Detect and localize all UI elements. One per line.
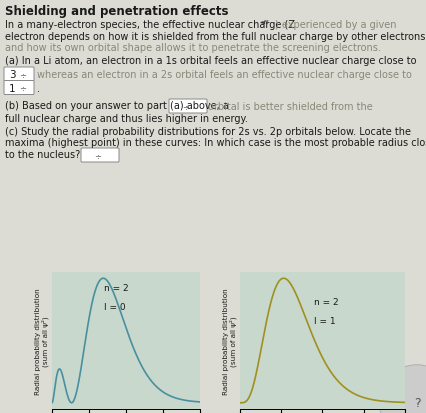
Text: n = 2: n = 2 xyxy=(314,297,338,306)
Text: ÷: ÷ xyxy=(19,71,26,80)
Text: ) experienced by a given: ) experienced by a given xyxy=(274,20,396,30)
Text: whereas an electron in a 2s orbital feels an effective nuclear charge close to: whereas an electron in a 2s orbital feel… xyxy=(37,70,411,80)
Y-axis label: Radial probability distribution
(sum of all ψ²): Radial probability distribution (sum of … xyxy=(222,287,237,394)
FancyBboxPatch shape xyxy=(81,149,119,163)
Text: .: . xyxy=(37,83,40,93)
Text: to the nucleus?: to the nucleus? xyxy=(5,150,80,159)
FancyBboxPatch shape xyxy=(4,68,34,82)
Text: n = 2: n = 2 xyxy=(104,283,128,292)
Text: ?: ? xyxy=(413,396,419,409)
Text: 3: 3 xyxy=(9,70,16,80)
Text: (b) Based on your answer to part (a) above, a: (b) Based on your answer to part (a) abo… xyxy=(5,101,228,111)
Y-axis label: Radial probability distribution
(sum of all ψ²): Radial probability distribution (sum of … xyxy=(35,287,49,394)
Text: ÷: ÷ xyxy=(181,103,189,112)
FancyBboxPatch shape xyxy=(4,81,34,95)
Text: l = 0: l = 0 xyxy=(104,302,125,311)
Text: 1: 1 xyxy=(9,83,16,93)
Text: (c) Study the radial probability distributions for 2s vs. 2p orbitals below. Loc: (c) Study the radial probability distrib… xyxy=(5,127,410,137)
Text: electron depends on how it is shielded from the full nuclear charge by other ele: electron depends on how it is shielded f… xyxy=(5,31,426,41)
FancyBboxPatch shape xyxy=(169,100,207,114)
Text: In a many-electron species, the effective nuclear charge (Z: In a many-electron species, the effectiv… xyxy=(5,20,294,30)
Text: maxima (highest point) in these curves: In which case is the most probable radiu: maxima (highest point) in these curves: … xyxy=(5,138,426,148)
Text: eff: eff xyxy=(260,20,268,25)
Text: ÷: ÷ xyxy=(19,84,26,93)
Text: and how its own orbital shape allows it to penetrate the screening electrons.: and how its own orbital shape allows it … xyxy=(5,43,380,53)
Text: Shielding and penetration effects: Shielding and penetration effects xyxy=(5,5,228,18)
Text: full nuclear charge and thus lies higher in energy.: full nuclear charge and thus lies higher… xyxy=(5,113,248,123)
Text: l = 1: l = 1 xyxy=(314,316,335,325)
Text: orbital is better shielded from the: orbital is better shielded from the xyxy=(207,102,372,112)
Text: ÷: ÷ xyxy=(94,152,101,161)
Text: (a) In a Li atom, an electron in a 1s orbital feels an effective nuclear charge : (a) In a Li atom, an electron in a 1s or… xyxy=(5,56,415,66)
